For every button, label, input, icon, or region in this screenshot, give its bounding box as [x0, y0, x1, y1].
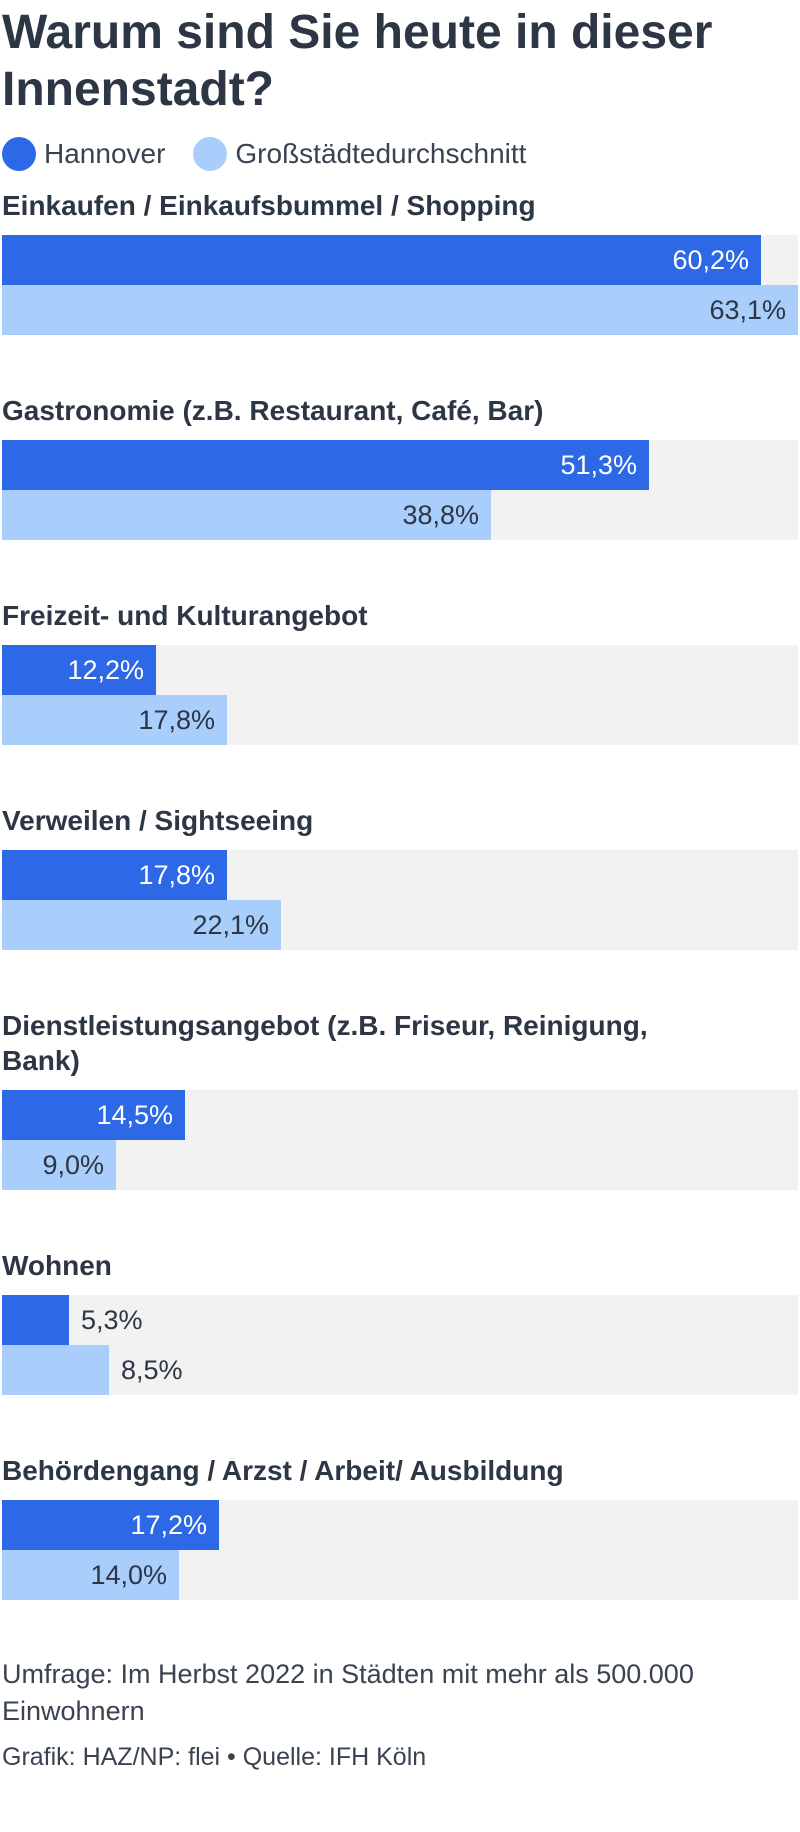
- legend-item-hannover: Hannover: [2, 137, 165, 171]
- value-label-hannover: 14,5%: [96, 1100, 173, 1130]
- category-label: Verweilen / Sightseeing: [2, 805, 314, 836]
- bar-average: [2, 1140, 116, 1190]
- bar-average: [2, 1550, 179, 1600]
- value-label-hannover: 5,3%: [81, 1305, 143, 1335]
- bar-hannover: [2, 850, 227, 900]
- chart-container: Warum sind Sie heute in dieser Innenstad…: [2, 6, 800, 1774]
- value-label-average: 22,1%: [192, 910, 269, 940]
- bar-track-hannover: 51,3%: [2, 440, 798, 490]
- bar-average: [2, 490, 491, 540]
- category-group: Freizeit- und Kulturangebot 12,2% 17,8%: [2, 598, 800, 745]
- legend-swatch-hannover: [2, 137, 36, 171]
- bar-average: [2, 695, 227, 745]
- bar-track-average: 17,8%: [2, 695, 798, 745]
- bar-track-hannover: 17,8%: [2, 850, 798, 900]
- source-credit: Grafik: HAZ/NP: flei • Quelle: IFH Köln: [2, 1743, 427, 1771]
- category-label: Dienstleistungsangebot (z.B. Friseur, Re…: [2, 1010, 648, 1076]
- value-label-average: 8,5%: [121, 1355, 183, 1385]
- bar-track-average: 22,1%: [2, 900, 798, 950]
- bar-track-average: 63,1%: [2, 285, 798, 335]
- category-group: Wohnen 5,3% 8,5%: [2, 1248, 800, 1395]
- bar-chart: Einkaufen / Einkaufsbummel / Shopping 60,…: [2, 188, 800, 1600]
- bar-track-hannover: 12,2%: [2, 645, 798, 695]
- bar-track-hannover: 14,5%: [2, 1090, 798, 1140]
- category-group: Verweilen / Sightseeing 17,8% 22,1%: [2, 803, 800, 950]
- category-label: Freizeit- und Kulturangebot: [2, 600, 368, 631]
- value-label-hannover: 17,8%: [138, 860, 215, 890]
- chart-title: Warum sind Sie heute in dieser Innenstad…: [2, 6, 713, 116]
- bar-track-hannover: 17,2%: [2, 1500, 798, 1550]
- bar-average: [2, 900, 281, 950]
- value-label-average: 14,0%: [90, 1560, 167, 1590]
- bar-track-hannover: 60,2%: [2, 235, 798, 285]
- bar-average: [2, 285, 798, 335]
- chart-footer: Umfrage: Im Herbst 2022 in Städten mit m…: [2, 1656, 800, 1774]
- bar-hannover: [2, 1295, 69, 1345]
- category-group: Behördengang / Arzst / Arbeit/ Ausbildun…: [2, 1453, 800, 1600]
- category-group: Gastronomie (z.B. Restaurant, Café, Bar)…: [2, 393, 800, 540]
- bar-average: [2, 1345, 109, 1395]
- category-label: Behördengang / Arzst / Arbeit/ Ausbildun…: [2, 1455, 564, 1486]
- value-label-hannover: 51,3%: [560, 450, 637, 480]
- bar-hannover: [2, 645, 156, 695]
- legend: Hannover Großstädtedurchschnitt: [2, 134, 800, 174]
- bar-hannover: [2, 440, 649, 490]
- value-label-average: 9,0%: [42, 1150, 104, 1180]
- value-label-average: 63,1%: [709, 295, 786, 325]
- bar-hannover: [2, 1090, 185, 1140]
- category-label: Einkaufen / Einkaufsbummel / Shopping: [2, 190, 536, 221]
- bar-track-average: 8,5%: [2, 1345, 798, 1395]
- bar-track-average: 38,8%: [2, 490, 798, 540]
- value-label-average: 38,8%: [402, 500, 479, 530]
- category-label: Wohnen: [2, 1250, 112, 1281]
- category-group: Einkaufen / Einkaufsbummel / Shopping 60,…: [2, 188, 800, 335]
- bar-track-hannover: 5,3%: [2, 1295, 798, 1345]
- bar-track-average: 9,0%: [2, 1140, 798, 1190]
- survey-note: Umfrage: Im Herbst 2022 in Städten mit m…: [2, 1659, 694, 1726]
- category-group: Dienstleistungsangebot (z.B. Friseur, Re…: [2, 1008, 800, 1190]
- category-label: Gastronomie (z.B. Restaurant, Café, Bar): [2, 395, 544, 426]
- value-label-hannover: 60,2%: [672, 245, 749, 275]
- bar-hannover: [2, 235, 761, 285]
- legend-item-average: Großstädtedurchschnitt: [193, 137, 526, 171]
- value-label-hannover: 12,2%: [67, 655, 144, 685]
- bar-track-average: 14,0%: [2, 1550, 798, 1600]
- legend-swatch-average: [193, 137, 228, 171]
- bar-hannover: [2, 1500, 219, 1550]
- value-label-average: 17,8%: [138, 705, 215, 735]
- legend-label-hannover: Hannover: [44, 138, 166, 169]
- value-label-hannover: 17,2%: [130, 1510, 207, 1540]
- legend-label-average: Großstädtedurchschnitt: [235, 138, 527, 169]
